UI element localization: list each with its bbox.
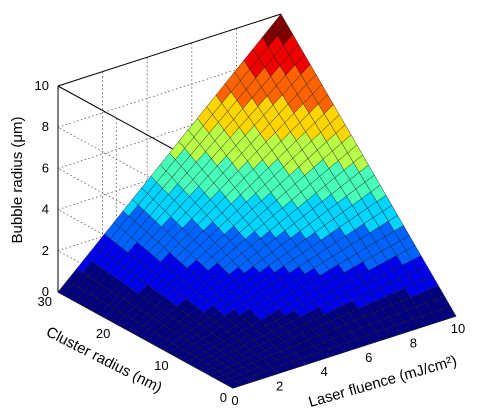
x-tick-label: 6 <box>365 350 372 365</box>
y-tick-label: 10 <box>154 358 168 373</box>
x-tick-label: 10 <box>451 321 465 336</box>
surface-facet <box>271 13 288 36</box>
z-tick-label: 2 <box>42 243 49 258</box>
x-tick-label: 0 <box>231 393 238 408</box>
top-back-edge <box>57 13 282 87</box>
z-tick-label: 4 <box>42 202 49 217</box>
z-axis-label: Bubble radius (μm) <box>9 116 26 243</box>
y-tick-label: 30 <box>38 294 52 309</box>
x-tick-label: 8 <box>410 335 417 350</box>
gridline-back-z <box>57 54 282 128</box>
y-tick-label: 0 <box>220 390 227 405</box>
z-tick-label: 8 <box>42 119 49 134</box>
y-tick-label: 20 <box>96 326 110 341</box>
gridline-back-z <box>57 96 282 169</box>
z-tick-label: 10 <box>35 78 49 93</box>
z-tick-label: 0 <box>42 284 49 299</box>
surface-layer <box>57 13 457 389</box>
x-tick-label: 4 <box>321 364 328 379</box>
x-axis-label: Laser fluence (mJ/cm²) <box>307 352 459 411</box>
x-tick-label: 2 <box>276 379 283 394</box>
z-tick-label: 6 <box>42 160 49 175</box>
